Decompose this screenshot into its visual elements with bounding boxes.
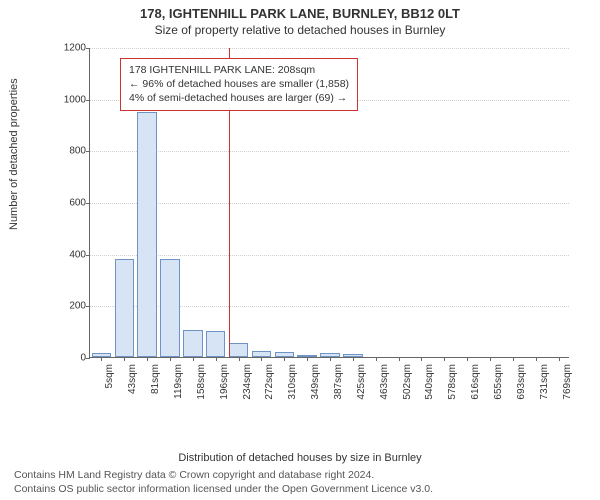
xtick-mark	[399, 357, 400, 361]
y-axis-label: Number of detached properties	[8, 78, 20, 230]
xtick-mark	[490, 357, 491, 361]
ytick-label: 0	[58, 353, 86, 364]
xtick-label: 234sqm	[242, 364, 243, 400]
xtick-mark	[124, 357, 125, 361]
xtick-label: 616sqm	[470, 364, 471, 400]
xtick-label: 349sqm	[310, 364, 311, 400]
xtick-label: 43sqm	[127, 364, 128, 394]
xtick-mark	[536, 357, 537, 361]
histogram-bar	[229, 343, 248, 357]
xtick-mark	[376, 357, 377, 361]
x-axis-label: Distribution of detached houses by size …	[0, 452, 600, 464]
ytick-label: 800	[58, 146, 86, 157]
xtick-mark	[353, 357, 354, 361]
xtick-mark	[170, 357, 171, 361]
xtick-label: 387sqm	[333, 364, 334, 400]
xtick-label: 81sqm	[150, 364, 151, 394]
chart-title-block: 178, IGHTENHILL PARK LANE, BURNLEY, BB12…	[0, 0, 600, 37]
xtick-mark	[444, 357, 445, 361]
xtick-mark	[559, 357, 560, 361]
xtick-mark	[467, 357, 468, 361]
xtick-label: 158sqm	[196, 364, 197, 400]
xtick-label: 196sqm	[219, 364, 220, 400]
ytick-label: 1000	[58, 94, 86, 105]
xtick-label: 310sqm	[287, 364, 288, 400]
histogram-bar	[160, 259, 179, 357]
ytick-label: 200	[58, 301, 86, 312]
footer-line1: Contains HM Land Registry data © Crown c…	[14, 468, 433, 482]
xtick-label: 502sqm	[402, 364, 403, 400]
plot-wrapper: 0200400600800100012005sqm43sqm81sqm119sq…	[55, 48, 575, 418]
info-box-line1: 178 IGHTENHILL PARK LANE: 208sqm	[129, 63, 349, 77]
info-box-line3: 4% of semi-detached houses are larger (6…	[129, 91, 349, 105]
xtick-label: 578sqm	[447, 364, 448, 400]
histogram-bar	[137, 112, 156, 357]
ytick-label: 1200	[58, 43, 86, 54]
xtick-mark	[284, 357, 285, 361]
xtick-mark	[147, 357, 148, 361]
gridline-h	[90, 151, 569, 152]
ytick-mark	[86, 151, 90, 152]
xtick-mark	[239, 357, 240, 361]
info-box-line2: ← 96% of detached houses are smaller (1,…	[129, 77, 349, 91]
xtick-mark	[216, 357, 217, 361]
title-line2: Size of property relative to detached ho…	[0, 23, 600, 37]
footer-line2: Contains OS public sector information li…	[14, 482, 433, 496]
ytick-mark	[86, 306, 90, 307]
ytick-mark	[86, 48, 90, 49]
xtick-mark	[330, 357, 331, 361]
histogram-bar	[183, 330, 202, 357]
xtick-mark	[307, 357, 308, 361]
histogram-bar	[115, 259, 134, 357]
ytick-label: 600	[58, 198, 86, 209]
footer-attribution: Contains HM Land Registry data © Crown c…	[14, 468, 433, 496]
xtick-mark	[421, 357, 422, 361]
xtick-label: 5sqm	[104, 364, 105, 388]
xtick-mark	[101, 357, 102, 361]
gridline-h	[90, 48, 569, 49]
ytick-mark	[86, 100, 90, 101]
chart-area: 0200400600800100012005sqm43sqm81sqm119sq…	[89, 48, 569, 358]
gridline-h	[90, 255, 569, 256]
xtick-mark	[513, 357, 514, 361]
title-line1: 178, IGHTENHILL PARK LANE, BURNLEY, BB12…	[0, 6, 600, 21]
ytick-mark	[86, 358, 90, 359]
xtick-label: 731sqm	[539, 364, 540, 400]
xtick-label: 769sqm	[562, 364, 563, 400]
histogram-bar	[206, 331, 225, 357]
xtick-label: 272sqm	[264, 364, 265, 400]
xtick-label: 540sqm	[424, 364, 425, 400]
xtick-label: 425sqm	[356, 364, 357, 400]
xtick-label: 693sqm	[516, 364, 517, 400]
xtick-mark	[261, 357, 262, 361]
info-box: 178 IGHTENHILL PARK LANE: 208sqm← 96% of…	[120, 58, 358, 111]
xtick-label: 119sqm	[173, 364, 174, 399]
xtick-label: 463sqm	[379, 364, 380, 400]
xtick-mark	[193, 357, 194, 361]
xtick-label: 655sqm	[493, 364, 494, 400]
ytick-label: 400	[58, 249, 86, 260]
ytick-mark	[86, 203, 90, 204]
gridline-h	[90, 203, 569, 204]
ytick-mark	[86, 255, 90, 256]
